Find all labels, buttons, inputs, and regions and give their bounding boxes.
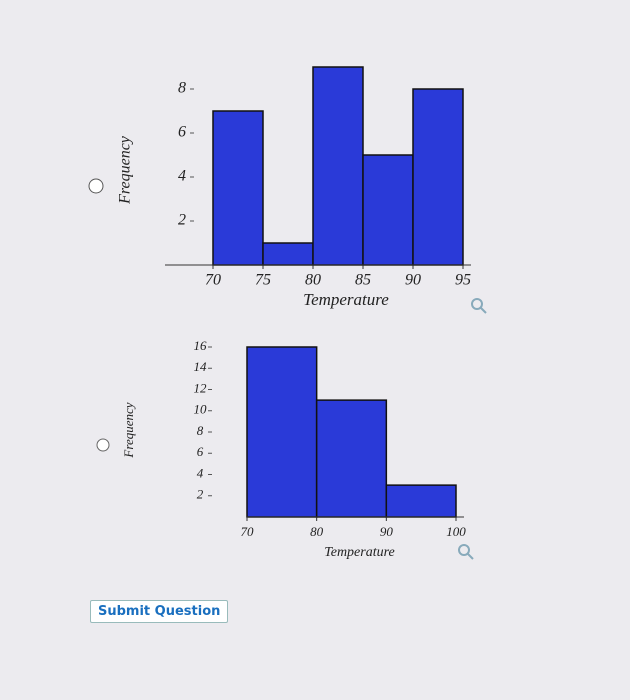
y-tick-label: 12 xyxy=(194,380,208,395)
y-tick-label: 2 xyxy=(178,212,186,229)
y-tick-label: 4 xyxy=(178,168,186,185)
x-tick-label: 95 xyxy=(455,272,471,289)
x-axis-label: Temperature xyxy=(303,290,389,309)
y-axis-label: Frequency xyxy=(117,135,134,205)
radio-option[interactable] xyxy=(96,438,110,452)
bar xyxy=(385,484,457,518)
x-tick-label: 90 xyxy=(380,524,394,539)
y-tick-label: 6 xyxy=(197,444,204,459)
x-axis-label: Temperature xyxy=(324,545,395,560)
y-tick-label: 16 xyxy=(194,338,208,353)
x-tick-label: 100 xyxy=(446,524,466,539)
bar xyxy=(262,242,314,266)
radio-option[interactable] xyxy=(88,178,104,194)
y-tick-label: 8 xyxy=(197,423,204,438)
bar xyxy=(312,66,364,266)
bar xyxy=(246,346,318,518)
bar xyxy=(412,88,464,266)
x-tick-label: 85 xyxy=(355,272,371,289)
x-tick-label: 75 xyxy=(255,272,271,289)
x-tick-label: 70 xyxy=(241,524,255,539)
y-tick-label: 2 xyxy=(197,487,204,502)
bar xyxy=(315,399,388,518)
y-tick-label: 14 xyxy=(194,359,208,374)
bar xyxy=(362,154,414,266)
y-tick-label: 4 xyxy=(197,465,204,480)
x-tick-label: 70 xyxy=(205,272,221,289)
zoom-icon[interactable] xyxy=(471,298,487,314)
x-tick-label: 90 xyxy=(405,272,421,289)
y-tick-label: 8 xyxy=(178,80,186,97)
submit-button[interactable]: Submit Question xyxy=(90,600,229,623)
zoom-icon[interactable] xyxy=(458,544,474,560)
x-tick-label: 80 xyxy=(305,272,321,289)
y-axis-label: Frequency xyxy=(121,402,136,458)
y-tick-label: 6 xyxy=(178,124,186,141)
x-tick-label: 80 xyxy=(310,524,324,539)
y-tick-label: 10 xyxy=(194,402,208,417)
bar xyxy=(212,110,264,266)
